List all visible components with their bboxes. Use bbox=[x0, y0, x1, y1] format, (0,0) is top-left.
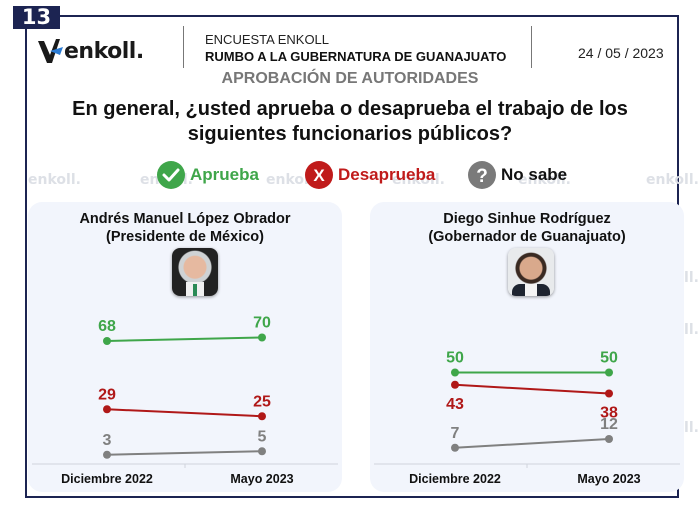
header-divider bbox=[531, 26, 532, 68]
legend-item-no-sabe: ? No sabe bbox=[467, 160, 567, 190]
data-label-aprueba: 50 bbox=[600, 350, 618, 367]
legend-label: Desaprueba bbox=[338, 165, 436, 184]
series-line-aprueba bbox=[106, 336, 263, 342]
data-label-no-sabe: 7 bbox=[451, 425, 460, 442]
data-point-desaprueba bbox=[605, 389, 613, 398]
series-line-desaprueba bbox=[454, 383, 610, 395]
question-circle-icon: ? bbox=[468, 161, 496, 189]
data-point-no-sabe bbox=[605, 435, 613, 443]
official-photo bbox=[508, 248, 554, 296]
official-position: (Presidente de México) bbox=[106, 229, 264, 245]
data-label-no-sabe: 5 bbox=[258, 428, 267, 445]
enkoll-logo: enkoll. bbox=[36, 36, 144, 66]
data-label-aprueba: 50 bbox=[446, 350, 464, 367]
official-name: Andrés Manuel López Obrador bbox=[79, 211, 291, 227]
data-point-aprueba bbox=[451, 368, 459, 377]
official-name: Diego Sinhue Rodríguez bbox=[443, 211, 611, 227]
data-label-no-sabe: 3 bbox=[103, 432, 112, 449]
data-point-no-sabe bbox=[103, 450, 111, 459]
logo-text: enkoll. bbox=[64, 38, 144, 64]
page-number: 13 bbox=[13, 6, 60, 29]
x-circle-icon: X bbox=[305, 161, 333, 189]
data-point-aprueba bbox=[103, 337, 111, 345]
line-chart: Diciembre 2022 Mayo 2023 50 50 43 38 7 12 bbox=[374, 350, 680, 486]
data-point-desaprueba bbox=[103, 405, 111, 414]
legend: Aprueba X Desaprueba ? No sabe bbox=[0, 160, 700, 192]
line-chart: Diciembre 2022 Mayo 2023 68 70 29 25 3 5 bbox=[32, 315, 338, 486]
svg-text:X: X bbox=[313, 166, 325, 185]
x-tick-label: Mayo 2023 bbox=[230, 472, 293, 486]
data-label-aprueba: 68 bbox=[98, 318, 116, 335]
data-label-aprueba: 70 bbox=[253, 315, 271, 332]
legend-item-aprueba: Aprueba bbox=[156, 160, 259, 190]
panel-diego-sinhue: Diego Sinhue Rodríguez (Gobernador de Gu… bbox=[370, 202, 684, 492]
data-label-desaprueba: 25 bbox=[253, 393, 271, 410]
x-tick-label: Diciembre 2022 bbox=[409, 472, 501, 486]
section-subtitle: APROBACIÓN DE AUTORIDADES bbox=[221, 70, 479, 87]
survey-title: RUMBO A LA GUBERNATURA DE GUANAJUATO bbox=[205, 49, 507, 64]
question-text: En general, ¿usted aprueba o desaprueba … bbox=[72, 98, 628, 145]
legend-label: No sabe bbox=[501, 165, 568, 184]
series-line-desaprueba bbox=[106, 408, 263, 418]
legend-item-desaprueba: X Desaprueba bbox=[304, 160, 435, 190]
check-circle-icon bbox=[157, 161, 185, 189]
panel-amlo: Andrés Manuel López Obrador (Presidente … bbox=[28, 202, 342, 492]
data-label-desaprueba: 38 bbox=[600, 405, 618, 422]
data-label-desaprueba: 29 bbox=[98, 386, 116, 403]
panel-title: Andrés Manuel López Obrador (Presidente … bbox=[28, 210, 342, 246]
data-label-desaprueba: 43 bbox=[446, 396, 464, 413]
data-point-desaprueba bbox=[451, 380, 459, 389]
data-point-aprueba bbox=[605, 368, 613, 377]
data-point-no-sabe bbox=[451, 443, 459, 452]
svg-text:?: ? bbox=[476, 166, 488, 187]
data-point-desaprueba bbox=[258, 412, 266, 421]
data-point-aprueba bbox=[258, 333, 266, 342]
series-line-no-sabe bbox=[106, 450, 263, 456]
x-tick-label: Diciembre 2022 bbox=[61, 472, 153, 486]
series-line-no-sabe bbox=[454, 438, 610, 449]
data-label-no-sabe: 12 bbox=[600, 416, 618, 433]
official-position: (Gobernador de Guanajuato) bbox=[428, 229, 626, 245]
data-point-no-sabe bbox=[258, 447, 266, 456]
x-tick-label: Mayo 2023 bbox=[577, 472, 640, 486]
official-photo bbox=[172, 248, 218, 296]
legend-label: Aprueba bbox=[190, 165, 259, 184]
panel-title: Diego Sinhue Rodríguez (Gobernador de Gu… bbox=[370, 210, 684, 246]
survey-date: 24 / 05 / 2023 bbox=[578, 45, 664, 61]
survey-name: ENCUESTA ENKOLL bbox=[205, 32, 330, 47]
header-divider bbox=[183, 26, 184, 68]
enkoll-logo-icon bbox=[38, 39, 63, 63]
